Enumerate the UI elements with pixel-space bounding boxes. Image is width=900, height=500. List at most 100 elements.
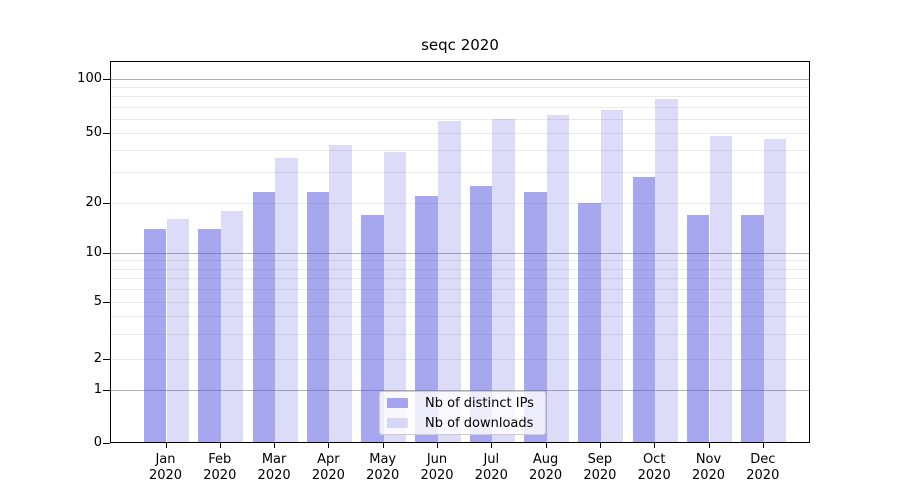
minor-gridline xyxy=(111,315,809,317)
x-tick-month: Jan xyxy=(155,452,176,467)
x-tick-label-may: May 2020 xyxy=(355,452,411,484)
x-tick-mark xyxy=(328,443,330,448)
x-tick-label-dec: Dec 2020 xyxy=(735,452,791,484)
y-tick-label: 5 xyxy=(93,294,102,309)
bar-downloads-oct xyxy=(655,99,678,442)
plot-area xyxy=(110,61,810,443)
x-tick-mark xyxy=(382,443,384,448)
x-tick-month: Aug xyxy=(532,452,559,467)
x-tick-mark xyxy=(165,443,167,448)
x-tick-mark xyxy=(708,443,710,448)
x-tick-label-oct: Oct 2020 xyxy=(626,452,682,484)
bar-downloads-mar xyxy=(275,158,298,442)
y-tick-mark xyxy=(103,79,110,80)
bar-downloads-sep xyxy=(600,110,624,442)
minor-gridline xyxy=(111,260,809,262)
bar-downloads-jul xyxy=(492,118,515,442)
legend: Nb of distinct IPs Nb of downloads xyxy=(379,391,546,435)
minor-gridline xyxy=(111,87,809,89)
x-tick-month: Mar xyxy=(261,452,287,467)
x-tick-mark xyxy=(274,443,276,448)
minor-gridline xyxy=(111,96,809,98)
x-tick-month: Sep xyxy=(587,452,613,467)
bar-distinct-ips-apr xyxy=(306,192,330,442)
major-gridline xyxy=(111,390,809,391)
x-tick-label-jan: Jan 2020 xyxy=(138,452,194,484)
bar-distinct-ips-oct xyxy=(632,177,656,442)
x-tick-month: Feb xyxy=(208,452,232,467)
legend-label-downloads: Nb of downloads xyxy=(425,415,534,431)
x-tick-label-aug: Aug 2020 xyxy=(518,452,574,484)
x-tick-year: 2020 xyxy=(474,468,508,483)
minor-gridline xyxy=(111,359,809,360)
x-tick-year: 2020 xyxy=(691,468,726,483)
major-gridline xyxy=(111,79,809,80)
bar-distinct-ips-feb xyxy=(198,228,221,442)
legend-row: Nb of downloads xyxy=(387,414,545,432)
x-tick-month: Jul xyxy=(483,452,500,467)
y-tick-mark xyxy=(103,390,110,391)
x-tick-year: 2020 xyxy=(148,468,183,483)
y-tick-label: 0 xyxy=(93,435,102,450)
y-tick-label: 100 xyxy=(77,71,102,86)
bar-downloads-aug xyxy=(546,115,570,442)
x-tick-year: 2020 xyxy=(529,468,563,483)
legend-swatch-distinct-ips xyxy=(387,398,408,408)
bar-downloads-feb xyxy=(220,210,244,442)
x-tick-label-apr: Apr 2020 xyxy=(300,452,356,484)
y-tick-mark xyxy=(103,443,110,444)
y-tick-label: 50 xyxy=(85,125,102,140)
bar-distinct-ips-jun xyxy=(415,195,438,442)
legend-swatch-downloads xyxy=(387,418,408,428)
minor-gridline xyxy=(111,302,809,303)
minor-gridline xyxy=(111,118,809,120)
bar-distinct-ips-sep xyxy=(578,203,601,442)
legend-label-distinct-ips: Nb of distinct IPs xyxy=(425,395,534,411)
minor-gridline xyxy=(111,203,809,204)
x-tick-month: Oct xyxy=(642,452,666,467)
x-tick-label-mar: Mar 2020 xyxy=(246,452,302,484)
bar-downloads-apr xyxy=(329,144,352,442)
bar-downloads-jan xyxy=(166,219,190,442)
bar-distinct-ips-jul xyxy=(469,185,493,442)
bar-downloads-may xyxy=(383,151,407,442)
x-tick-mark xyxy=(762,443,764,448)
minor-gridline xyxy=(111,150,809,152)
x-tick-label-feb: Feb 2020 xyxy=(192,452,248,484)
bar-downloads-dec xyxy=(763,139,787,442)
major-gridline xyxy=(111,253,809,254)
y-tick-label: 2 xyxy=(93,351,102,366)
bar-distinct-ips-dec xyxy=(741,214,764,442)
x-tick-year: 2020 xyxy=(583,468,617,483)
minor-gridline xyxy=(111,268,809,270)
x-tick-year: 2020 xyxy=(746,468,780,483)
y-tick-mark xyxy=(103,133,110,134)
x-tick-mark xyxy=(491,443,493,448)
chart-title: seqc 2020 xyxy=(421,36,499,54)
x-tick-year: 2020 xyxy=(311,468,345,483)
y-tick-mark xyxy=(103,203,110,204)
minor-gridline xyxy=(111,333,809,335)
bar-distinct-ips-mar xyxy=(252,192,276,442)
y-tick-mark xyxy=(103,302,110,303)
y-tick-label: 20 xyxy=(85,195,102,210)
x-tick-year: 2020 xyxy=(420,468,454,483)
x-tick-year: 2020 xyxy=(257,468,291,483)
x-tick-month: May xyxy=(369,452,397,467)
x-tick-month: Dec xyxy=(750,452,776,467)
x-tick-mark xyxy=(545,443,547,448)
x-tick-year: 2020 xyxy=(203,468,237,483)
x-tick-mark xyxy=(437,443,438,448)
x-tick-label-jun: Jun 2020 xyxy=(409,452,465,484)
bar-distinct-ips-may xyxy=(361,214,384,442)
minor-gridline xyxy=(111,289,809,291)
y-tick-mark xyxy=(103,359,110,360)
x-tick-label-nov: Nov 2020 xyxy=(681,452,737,484)
x-tick-mark xyxy=(599,443,601,448)
x-tick-label-jul: Jul 2020 xyxy=(463,452,519,484)
bar-distinct-ips-nov xyxy=(686,214,710,442)
minor-gridline xyxy=(111,106,809,108)
x-tick-month: Nov xyxy=(695,452,722,467)
y-tick-mark xyxy=(103,253,110,254)
